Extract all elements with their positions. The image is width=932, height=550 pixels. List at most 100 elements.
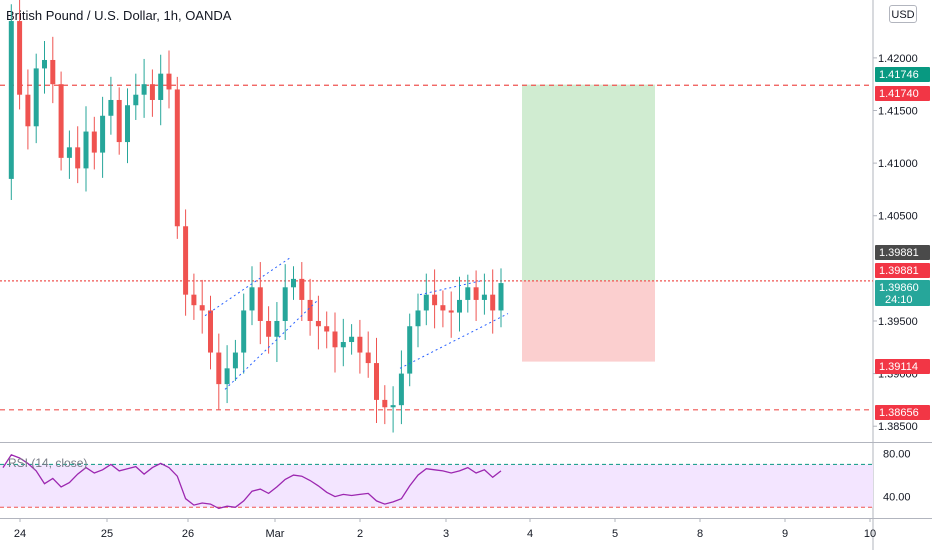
candle-body: [141, 84, 147, 95]
candle-body: [241, 310, 247, 353]
candle-body: [324, 326, 330, 332]
price-tag: [875, 245, 930, 260]
candle-body: [191, 294, 197, 306]
price-tag-countdown: 24:10: [885, 294, 913, 306]
candle-body: [291, 278, 296, 288]
price-tick-label: 1.42000: [878, 53, 918, 65]
candle-body: [216, 352, 222, 385]
price-tag: [875, 263, 930, 278]
price-tag-label: 1.39114: [879, 361, 918, 373]
candle-body: [25, 94, 31, 127]
candle-body: [432, 294, 438, 306]
time-tick-label: 3: [443, 528, 449, 540]
candle-body: [183, 226, 189, 295]
time-tick-label: 9: [782, 528, 788, 540]
channel-line-upper-right: [419, 280, 481, 296]
rsi-band: [0, 464, 873, 508]
candle-body: [58, 84, 64, 158]
candle-body: [374, 363, 379, 400]
candles-group: [8, 0, 504, 433]
candle-body: [66, 147, 72, 158]
time-tick-label: 2: [357, 528, 363, 540]
candle-body: [133, 94, 139, 106]
candle-body: [299, 278, 305, 300]
time-tick-label: 25: [101, 528, 113, 540]
candle-body: [274, 320, 280, 337]
candle-body: [100, 115, 106, 153]
candle-body: [91, 131, 97, 153]
candle-body: [33, 68, 39, 127]
rsi-title: RSI (14, close): [8, 456, 88, 470]
candle-body: [249, 287, 255, 311]
rsi-tick-label: 40.00: [883, 492, 911, 504]
candle-body: [390, 405, 396, 408]
time-tick-label: 5: [612, 528, 618, 540]
candle-body: [17, 21, 23, 95]
candle-body: [490, 294, 496, 311]
candle-body: [208, 310, 213, 353]
candle-body: [407, 326, 413, 374]
price-tag-label: 1.39881: [879, 247, 919, 259]
price-tick-label: 1.41500: [878, 106, 918, 118]
candle-body: [149, 84, 155, 100]
candle-body: [498, 283, 504, 311]
currency-button[interactable]: USD: [889, 5, 917, 23]
candle-body: [108, 99, 114, 116]
candle-body: [365, 352, 371, 364]
rsi-line: [2, 454, 502, 510]
candle-body: [448, 310, 454, 313]
stop-loss-zone: [522, 280, 655, 362]
candle-body: [398, 373, 404, 406]
candle-body: [357, 336, 363, 353]
candle-body: [340, 342, 346, 348]
candle-body: [307, 299, 313, 321]
candle-body: [224, 368, 230, 385]
price-tag-label: 1.39860: [879, 282, 919, 294]
price-tag-label: 1.41740: [879, 88, 919, 100]
price-tag-label: 1.38656: [879, 407, 919, 419]
candle-body: [83, 131, 89, 169]
price-tag-label: 1.41746: [879, 69, 919, 81]
candle-body: [282, 287, 288, 321]
price-tick-label: 1.38500: [878, 421, 918, 433]
candle-body: [457, 299, 462, 313]
candle-body: [266, 320, 272, 337]
candle-body: [481, 294, 487, 300]
candle-body: [332, 331, 338, 348]
time-tick-label: 4: [527, 528, 533, 540]
candle-body: [158, 73, 164, 100]
candle-body: [415, 310, 421, 327]
channel-line-lower-left: [224, 299, 319, 390]
candle-body: [423, 294, 429, 311]
price-tick-label: 1.40500: [878, 211, 918, 223]
time-tick-label: 10: [864, 528, 876, 540]
channel-line-lower-right: [399, 313, 509, 369]
candle-body: [473, 287, 479, 300]
candle-body: [382, 399, 388, 408]
time-tick-label: 26: [182, 528, 194, 540]
price-tag-label: 1.39881: [879, 265, 919, 277]
price-tag: [875, 67, 930, 82]
candle-body: [166, 73, 172, 90]
price-tag: [875, 280, 930, 306]
candle-body: [174, 89, 180, 227]
candle-body: [315, 320, 321, 327]
time-tick-label: 8: [697, 528, 703, 540]
candle-body: [42, 59, 47, 69]
price-tag: [875, 359, 930, 374]
candle-body: [75, 147, 81, 169]
price-tag: [875, 86, 930, 101]
price-tick-label: 1.41000: [878, 158, 918, 170]
candle-body: [199, 305, 205, 311]
time-tick-label: 24: [14, 528, 26, 540]
candle-body: [125, 105, 130, 143]
price-tick-label: 1.39500: [878, 316, 918, 328]
candle-body: [257, 287, 263, 321]
price-tag: [875, 405, 930, 420]
candle-body: [116, 99, 122, 143]
candle-body: [50, 59, 56, 85]
candle-body: [465, 287, 471, 300]
chart-title: British Pound / U.S. Dollar, 1h, OANDA: [6, 8, 232, 23]
rsi-tick-label: 80.00: [883, 449, 911, 461]
